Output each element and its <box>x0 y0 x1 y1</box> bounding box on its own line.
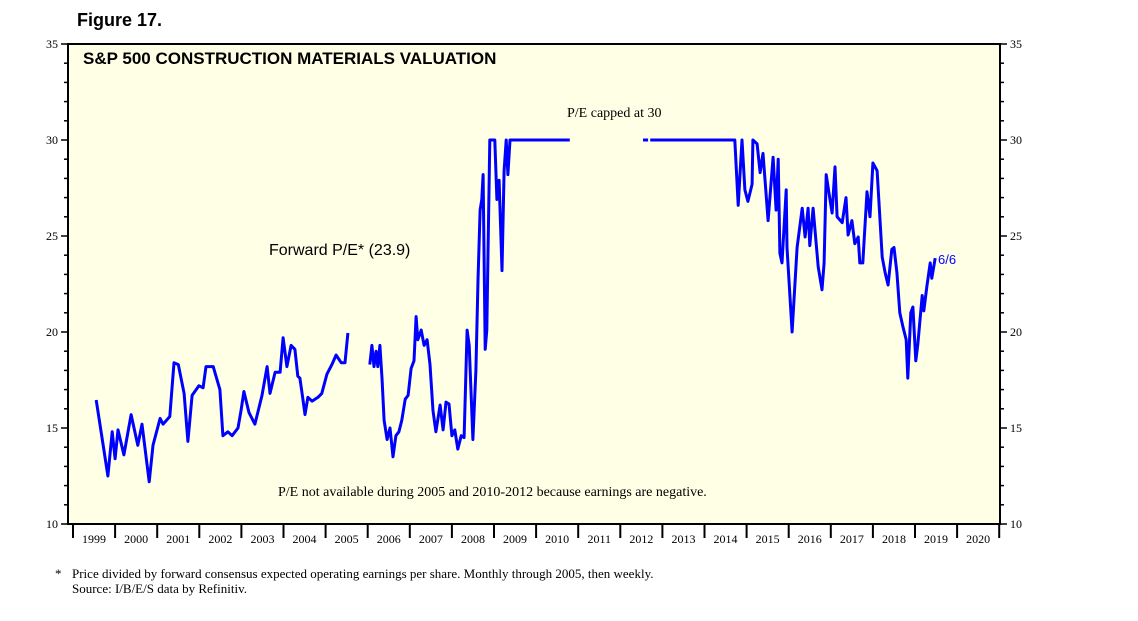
x-tick-label: 2016 <box>798 532 822 546</box>
y-tick-label-right: 20 <box>1010 325 1022 339</box>
x-tick-label: 2001 <box>166 532 190 546</box>
y-tick-label-right: 10 <box>1010 517 1022 531</box>
end-date-label: 6/6 <box>938 252 956 267</box>
x-tick-label: 2008 <box>461 532 485 546</box>
y-tick-label-right: 25 <box>1010 229 1022 243</box>
series-line-segment <box>94 332 350 484</box>
x-tick-label: 2011 <box>587 532 611 546</box>
series-line-segment <box>368 138 570 459</box>
x-tick-label: 2012 <box>629 532 653 546</box>
y-tick-label-right: 35 <box>1010 37 1022 51</box>
y-tick-label-left: 25 <box>46 229 58 243</box>
x-tick-label: 2000 <box>124 532 148 546</box>
x-tick-label: 2002 <box>208 532 232 546</box>
na-note: P/E not available during 2005 and 2010-2… <box>278 485 707 500</box>
plot-area <box>67 43 1001 525</box>
x-tick-label: 2006 <box>377 532 401 546</box>
series-lines <box>94 138 937 484</box>
figure-label: Figure 17. <box>77 10 163 30</box>
cap-note: P/E capped at 30 <box>567 106 661 121</box>
footnote-text: Price divided by forward consensus expec… <box>72 566 654 581</box>
x-tick-label: 1999 <box>82 532 106 546</box>
y-tick-label-left: 30 <box>46 133 58 147</box>
x-tick-label: 2017 <box>840 532 864 546</box>
y-tick-label-left: 10 <box>46 517 58 531</box>
source-text: Source: I/B/E/S data by Refinitiv. <box>72 581 247 596</box>
chart-title: S&P 500 CONSTRUCTION MATERIALS VALUATION <box>83 49 496 68</box>
x-tick-label: 2020 <box>966 532 990 546</box>
y-axis: 10 10 15 15 20 20 25 25 30 30 35 35 <box>46 37 1022 531</box>
x-tick-label: 2010 <box>545 532 569 546</box>
x-tick-label: 2015 <box>756 532 780 546</box>
x-tick-label: 2018 <box>882 532 906 546</box>
x-tick-label: 2013 <box>671 532 695 546</box>
x-tick-label: 2009 <box>503 532 527 546</box>
y-tick-label-left: 15 <box>46 421 58 435</box>
x-tick-label: 2005 <box>335 532 359 546</box>
x-tick-label: 2004 <box>293 532 317 546</box>
y-tick-label-left: 20 <box>46 325 58 339</box>
y-tick-label-right: 30 <box>1010 133 1022 147</box>
series-line-segment <box>650 138 937 380</box>
footnote: * Price divided by forward consensus expe… <box>55 566 653 596</box>
x-tick-label: 2003 <box>250 532 274 546</box>
y-tick-label-right: 15 <box>1010 421 1022 435</box>
x-tick-label: 2019 <box>924 532 948 546</box>
y-tick-label-left: 35 <box>46 37 58 51</box>
x-tick-label: 2014 <box>714 532 738 546</box>
footnote-marker: * <box>55 566 62 581</box>
x-axis: 1999 2000 2001 2002 2003 2004 2005 2006 2007 2008… <box>72 524 1001 546</box>
series-label: Forward P/E* (23.9) <box>269 242 410 259</box>
x-tick-label: 2007 <box>419 532 443 546</box>
